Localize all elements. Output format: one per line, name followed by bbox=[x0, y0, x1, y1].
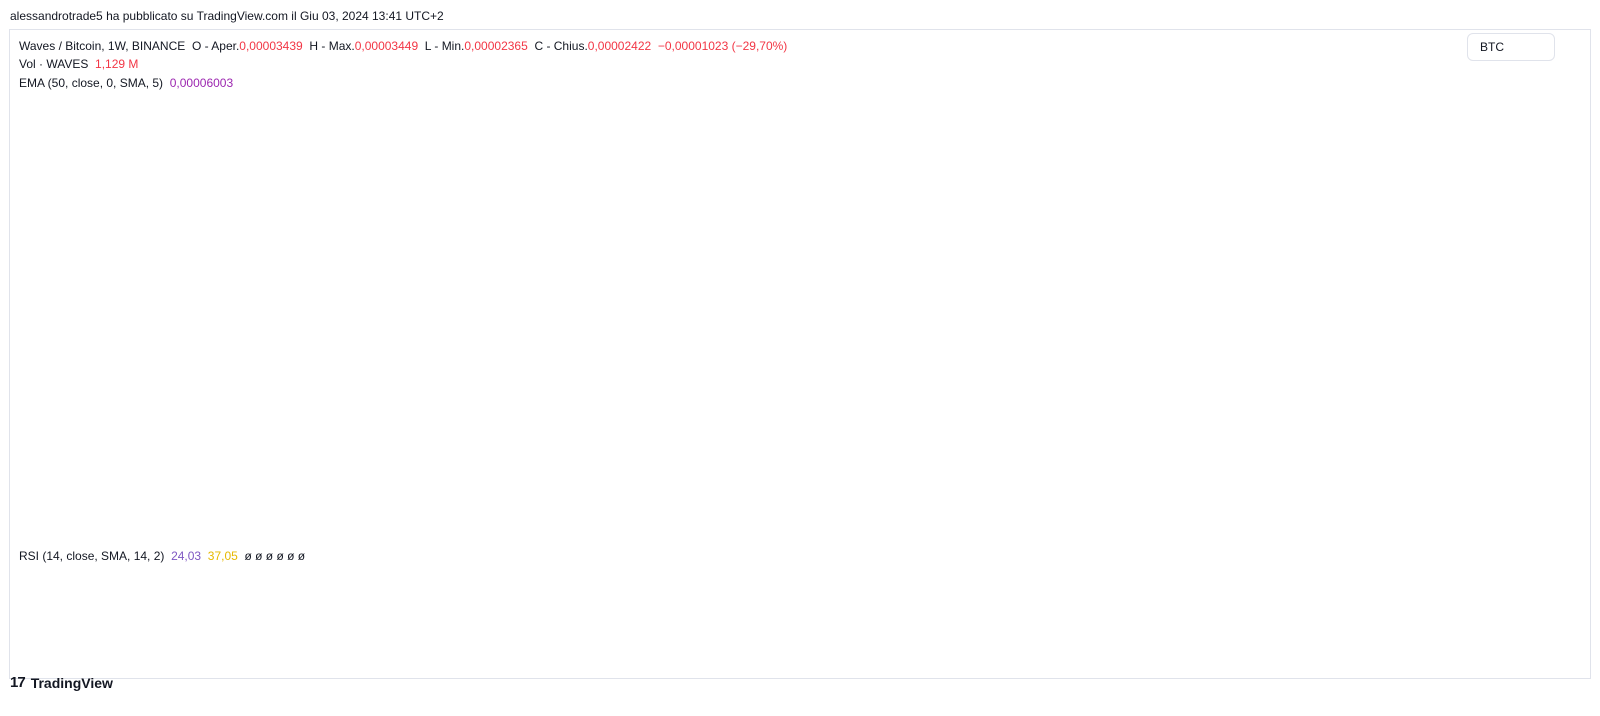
vol-label: Vol · WAVES bbox=[19, 57, 89, 71]
high-label: H - Max. bbox=[309, 39, 355, 53]
vol-value: 1,129 M bbox=[95, 57, 139, 71]
chart-frame bbox=[9, 29, 1591, 679]
change-value: −0,00001023 (−29,70%) bbox=[657, 39, 788, 53]
rsi-label: RSI (14, close, SMA, 14, 2) bbox=[19, 549, 165, 563]
rsi-empty-values: ø ø ø ø ø ø bbox=[244, 549, 306, 563]
close-label: C - Chius. bbox=[534, 39, 588, 53]
tradingview-brand-text: TradingView bbox=[30, 674, 113, 691]
tradingview-brand[interactable]: 17 TradingView bbox=[10, 674, 113, 691]
ema-legend: EMA (50, close, 0, SMA, 5) 0,00006003 bbox=[19, 76, 233, 90]
ema-label: EMA (50, close, 0, SMA, 5) bbox=[19, 76, 164, 90]
symbol-line: Waves / Bitcoin, 1W, BINANCE bbox=[19, 39, 186, 53]
tradingview-logo-icon: 17 bbox=[10, 674, 26, 691]
currency-button[interactable]: BTC bbox=[1467, 33, 1555, 61]
open-label: O - Aper. bbox=[191, 39, 240, 53]
symbol-legend: Waves / Bitcoin, 1W, BINANCE O - Aper.0,… bbox=[19, 39, 787, 53]
rsi-ma-value: 37,05 bbox=[207, 549, 238, 563]
rsi-legend: RSI (14, close, SMA, 14, 2) 24,03 37,05 … bbox=[19, 549, 306, 563]
open-value: 0,00003439 bbox=[239, 39, 303, 53]
rsi-value: 24,03 bbox=[171, 549, 202, 563]
ema-value: 0,00006003 bbox=[169, 76, 234, 90]
close-value: 0,00002422 bbox=[587, 39, 652, 53]
published-line: alessandrotrade5 ha pubblicato su Tradin… bbox=[10, 9, 444, 23]
high-value: 0,00003449 bbox=[354, 39, 419, 53]
low-label: L - Min. bbox=[424, 39, 465, 53]
volume-legend: Vol · WAVES 1,129 M bbox=[19, 57, 138, 71]
low-value: 0,00002365 bbox=[464, 39, 528, 53]
